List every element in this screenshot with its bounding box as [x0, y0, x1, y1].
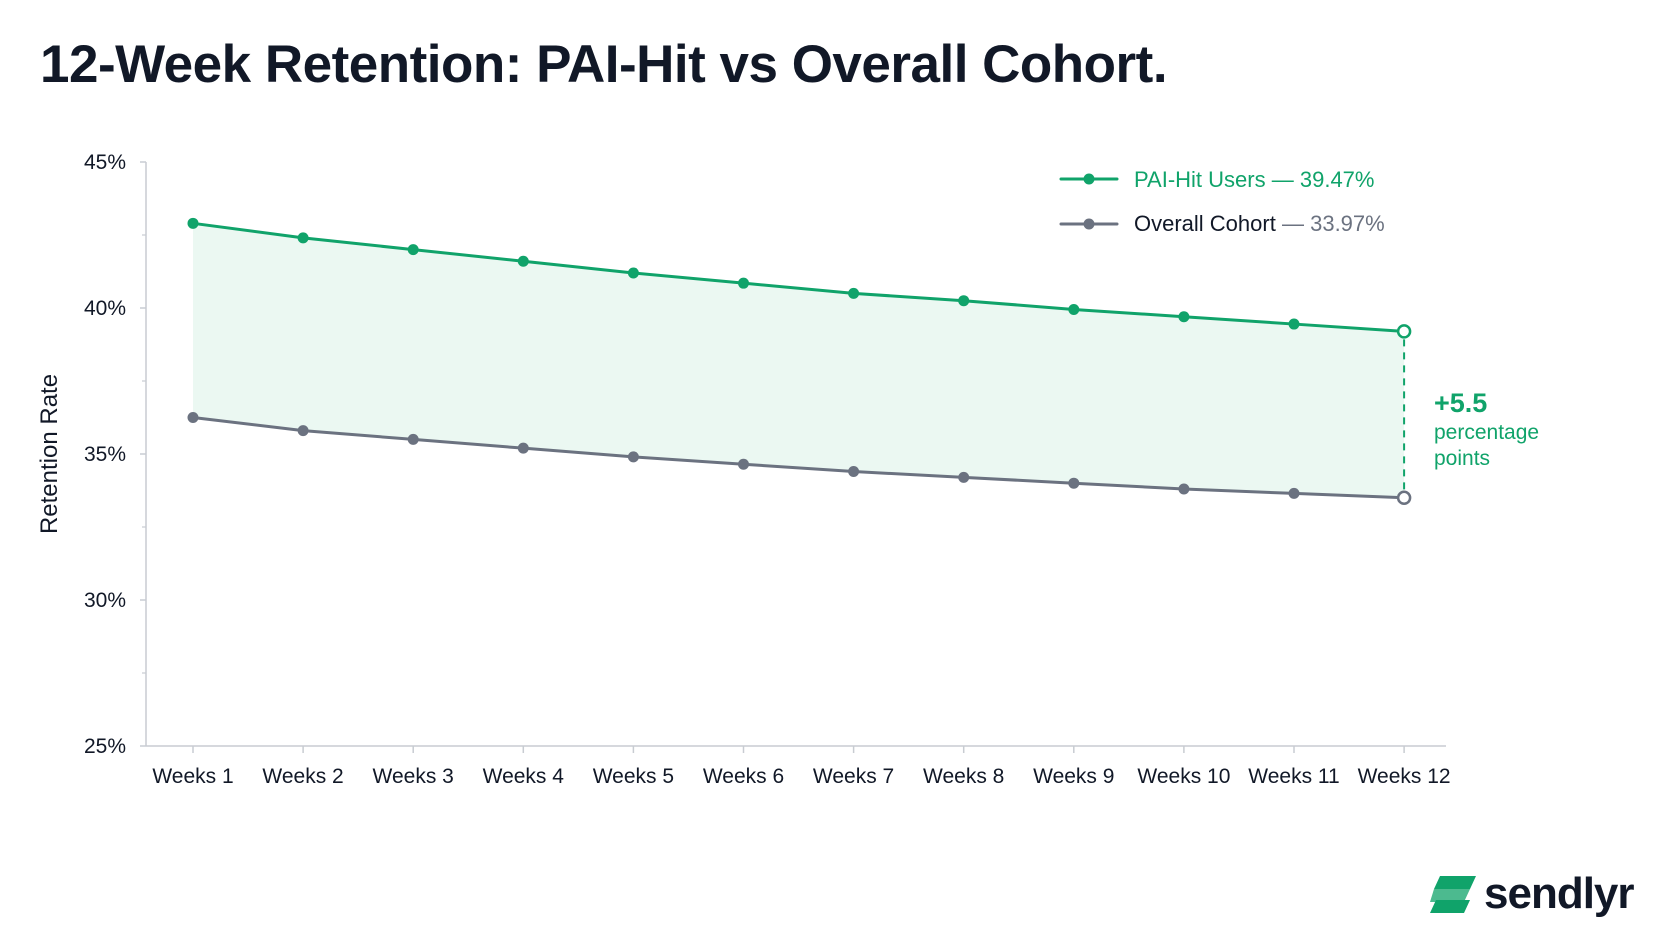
axes: 45% 40% 35% 30% 25% Weeks 1 Weeks 2 Weeks 3 Week…: [84, 151, 1451, 788]
gap-unit-label-line1: percentage: [1434, 421, 1539, 444]
legend: PAI-Hit Users — 39.47% Overall Cohort — …: [1059, 167, 1385, 236]
x-tick-label: Weeks 7: [813, 765, 894, 788]
data-point-pai: [1068, 303, 1080, 315]
gap-band: [193, 223, 1405, 498]
legend-name-overall: Overall Cohort: [1134, 211, 1276, 236]
gap-unit-label-line2: points: [1434, 447, 1490, 470]
x-tick-label: Weeks 2: [262, 765, 343, 788]
data-point-overall: [738, 458, 749, 470]
data-point-pai-end: [1396, 324, 1412, 339]
y-tick-label: 25%: [84, 735, 126, 758]
data-point-overall-end: [1396, 490, 1412, 506]
legend-label-overall: Overall Cohort — 33.97%: [1134, 211, 1385, 236]
legend-separator-overall: —: [1282, 211, 1304, 236]
legend-marker-overall: [1083, 218, 1095, 230]
data-point-overall: [627, 451, 639, 463]
x-tick-label: Weeks 10: [1137, 765, 1230, 788]
legend-separator-pai: —: [1272, 167, 1294, 192]
x-tick-label: Weeks 1: [152, 765, 233, 788]
legend-name-pai: PAI-Hit Users: [1134, 167, 1266, 192]
legend-item-overall-cohort: Overall Cohort — 33.97%: [1059, 211, 1385, 236]
brand-name: sendlyr: [1484, 869, 1635, 918]
data-point-overall: [1068, 477, 1080, 489]
data-point-pai: [958, 295, 970, 307]
series-line-pai: [191, 221, 1406, 333]
data-point-overall: [297, 425, 309, 437]
y-tick-label: 40%: [84, 297, 126, 320]
data-point-pai: [407, 244, 419, 256]
y-tick-label: 30%: [84, 589, 126, 612]
y-axis-title: Retention Rate: [36, 374, 63, 534]
brand-logo: sendlyr: [1430, 866, 1635, 922]
data-point-overall: [848, 466, 860, 478]
x-tick-label: Weeks 6: [703, 765, 784, 788]
x-tick-label: Weeks 3: [373, 765, 454, 788]
data-point-overall: [517, 442, 529, 454]
x-tick-label: Weeks 11: [1248, 765, 1339, 788]
data-point-pai: [517, 255, 529, 267]
data-point-pai: [297, 232, 309, 244]
gap-annotation: +5.5 percentage points: [1403, 339, 1539, 490]
series-line-overall: [191, 416, 1406, 500]
gap-band-layer: [193, 223, 1405, 498]
x-tick-label: Weeks 8: [923, 765, 1004, 788]
data-point-overall: [407, 433, 419, 445]
x-tick-label: Weeks 5: [593, 765, 674, 788]
data-point-pai: [187, 217, 199, 229]
data-point-overall: [1178, 483, 1190, 495]
data-point-pai: [627, 267, 639, 279]
data-point-overall: [1288, 487, 1300, 499]
data-point-pai: [1288, 318, 1300, 330]
series-layer: [187, 217, 1412, 506]
x-tick-label: Weeks 9: [1033, 765, 1114, 788]
legend-value-overall: 33.97%: [1310, 211, 1385, 236]
x-tick-label: Weeks 12: [1358, 765, 1451, 788]
y-tick-label: 45%: [84, 151, 126, 174]
chart-title: 12-Week Retention: PAI-Hit vs Overall Co…: [40, 35, 1168, 94]
data-point-pai: [1178, 311, 1190, 323]
legend-item-pai-hit-users: PAI-Hit Users — 39.47%: [1059, 167, 1374, 192]
data-point-overall: [958, 471, 970, 483]
legend-label-pai: PAI-Hit Users — 39.47%: [1134, 167, 1374, 192]
legend-value-pai: 39.47%: [1300, 167, 1375, 192]
data-point-overall: [187, 412, 199, 423]
data-point-pai: [738, 277, 749, 289]
x-tick-label: Weeks 4: [483, 765, 565, 788]
legend-marker-pai: [1083, 173, 1095, 185]
y-tick-label: 35%: [84, 443, 126, 466]
sendlyr-logo-icon: [1430, 876, 1476, 913]
gap-value-label: +5.5: [1434, 388, 1487, 418]
data-point-pai: [848, 287, 860, 299]
